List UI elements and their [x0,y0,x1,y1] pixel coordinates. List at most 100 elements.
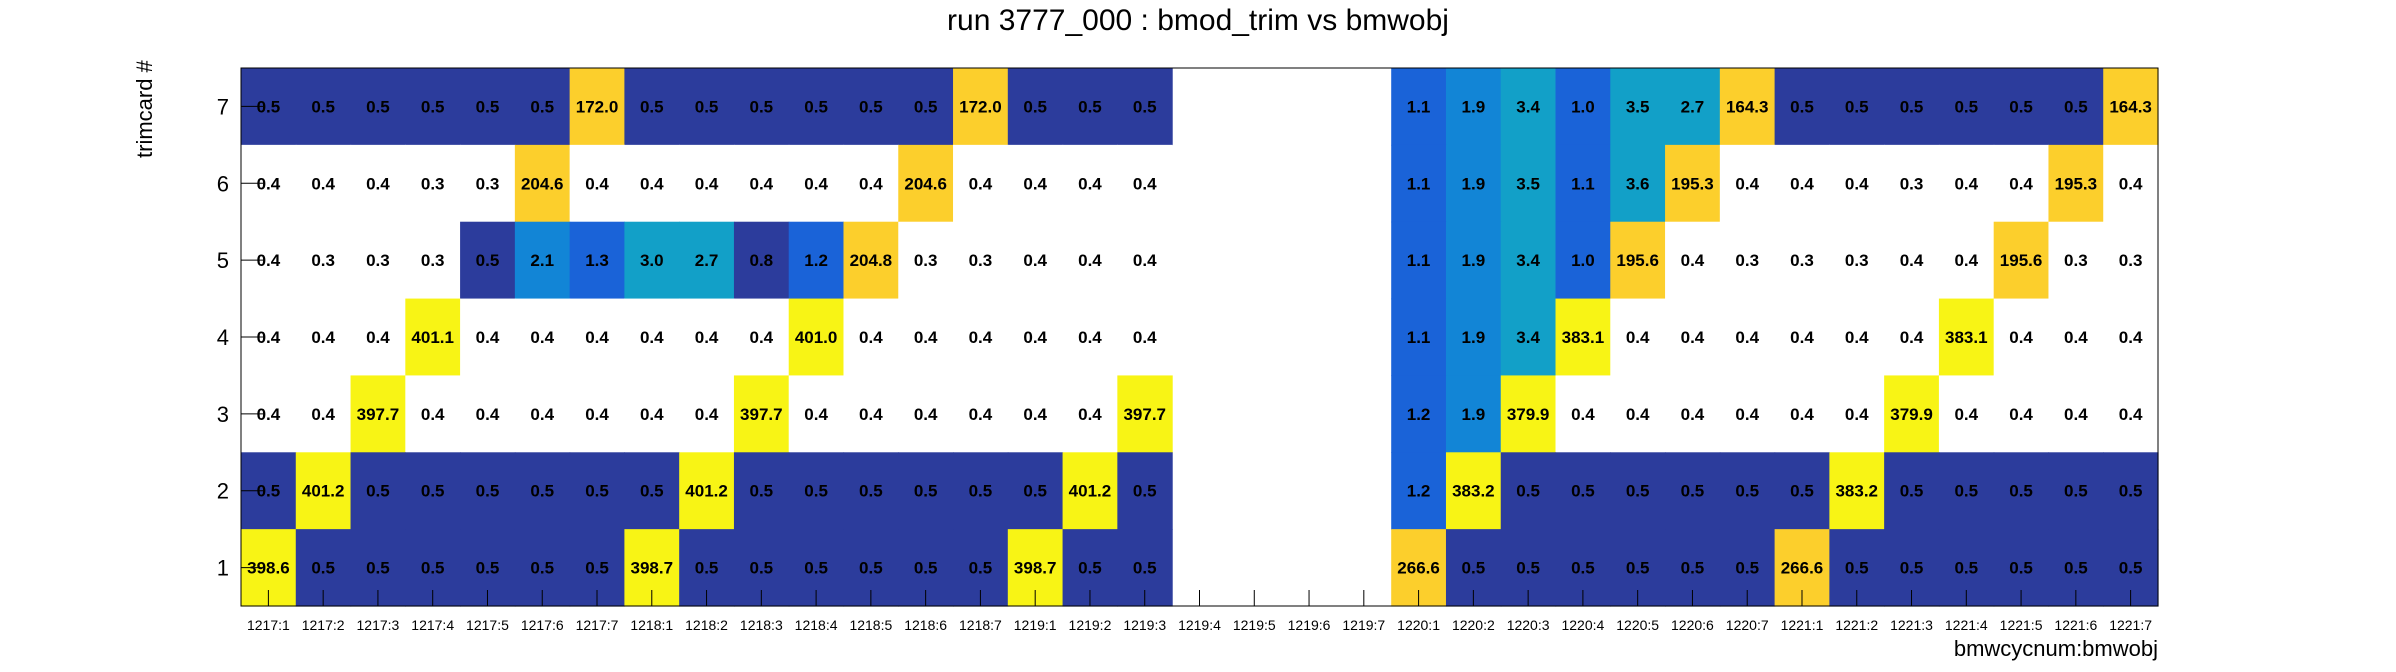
cell-value-label: 0.5 [2064,97,2088,116]
cell-value-label: 0.5 [366,559,390,578]
cell-value-label: 397.7 [1123,405,1166,424]
x-tick-label: 1217:7 [576,617,619,633]
cell-value-label: 204.6 [521,174,564,193]
x-tick-label: 1218:3 [740,617,783,633]
heatmap-cell [1719,68,1776,146]
heatmap-cell [1062,375,1118,453]
heatmap-cell [1445,452,1502,530]
y-tick-label: 2 [217,479,229,504]
heatmap-cell [624,221,680,300]
cell-value-label: 0.4 [640,405,664,424]
cell-value-label: 0.4 [257,174,281,193]
heatmap-cell [1007,298,1064,377]
heatmap-cell [350,68,406,146]
cell-value-label: 0.5 [1516,482,1540,501]
cell-value-label: 0.5 [1900,97,1924,116]
heatmap-cell [405,221,461,300]
x-tick-label: 1217:6 [521,617,564,633]
x-tick-label: 1218:7 [959,617,1002,633]
x-tick-label: 1221:2 [1835,617,1878,633]
heatmap-cell [679,68,735,146]
heatmap-cell [1117,375,1173,453]
heatmap-cell [405,452,461,530]
cell-value-label: 0.5 [750,559,774,578]
cell-value-label: 3.6 [1626,174,1650,193]
cell-value-label: 0.5 [1954,97,1978,116]
heatmap-cell [679,452,735,530]
cell-value-label: 204.6 [904,174,947,193]
heatmap-cell [460,68,516,146]
x-tick-label: 1220:2 [1452,617,1495,633]
y-tick-label: 4 [217,325,229,350]
cell-value-label: 0.4 [257,328,281,347]
cell-value-label: 0.5 [1133,97,1157,116]
cell-value-label: 0.3 [311,251,335,270]
y-tick-label: 6 [217,171,229,196]
heatmap-cell [1938,68,1995,146]
x-tick-label: 1219:6 [1288,617,1331,633]
cell-value-label: 0.5 [1735,482,1759,501]
heatmap-cell [953,68,1009,146]
heatmap-cell [1391,298,1447,377]
heatmap-cell [679,144,735,223]
cell-value-label: 0.5 [2119,559,2143,578]
cell-value-label: 0.4 [530,405,554,424]
cell-value-label: 383.1 [1562,328,1605,347]
cell-value-label: 0.5 [750,482,774,501]
cell-value-label: 0.4 [1023,405,1047,424]
cell-value-label: 1.9 [1462,174,1486,193]
heatmap-cell [569,298,625,377]
heatmap-cell [1938,144,1995,223]
cell-value-label: 401.2 [685,482,728,501]
cell-value-label: 0.5 [421,482,445,501]
cell-value-label: 0.4 [366,174,390,193]
heatmap-cell [624,144,680,223]
cell-value-label: 0.4 [969,328,993,347]
heatmap-cell [1829,298,1885,377]
heatmap-cell [1993,375,2050,453]
heatmap-cell [733,221,790,300]
cell-value-label: 0.5 [804,559,828,578]
heatmap-cell [1884,68,1940,146]
heatmap-cell [1774,298,1830,377]
cell-value-label: 0.5 [1516,559,1540,578]
heatmap-cell [514,68,571,146]
cell-value-label: 164.3 [2109,97,2152,116]
heatmap-cell [953,144,1009,223]
cell-value-label: 0.3 [421,174,445,193]
cell-value-label: 0.5 [257,482,281,501]
cell-value-label: 0.4 [1954,174,1978,193]
heatmap-cell [460,144,516,223]
heatmap-cell [953,221,1009,300]
cell-value-label: 0.4 [750,174,774,193]
heatmap-cell [953,298,1009,377]
cell-value-label: 0.4 [969,174,993,193]
x-tick-label: 1219:5 [1233,617,1276,633]
y-tick-label: 5 [217,248,229,273]
heatmap-cell [1555,452,1611,530]
heatmap-cell [1665,452,1721,530]
cell-value-label: 0.5 [530,97,554,116]
cell-value-label: 0.5 [750,97,774,116]
cell-value-label: 0.5 [1078,97,1102,116]
cell-value-label: 398.6 [247,559,290,578]
x-tick-label: 1218:5 [849,617,892,633]
heatmap-cell [460,375,516,453]
cell-value-label: 1.0 [1571,251,1595,270]
heatmap-cell [1993,221,2050,300]
cell-value-label: 383.2 [1452,482,1495,501]
heatmap-cell [1555,144,1611,223]
heatmap-cell [405,298,461,377]
cell-value-label: 0.5 [1790,97,1814,116]
ticks-layer: 1 2 3 4 5 6 7 1217:1 1217:2 1217:3 1217:4 1217:5 121… [217,94,2152,633]
cell-value-label: 379.9 [1507,405,1550,424]
cell-value-label: 204.8 [850,251,893,270]
heatmap-cell [898,375,954,453]
heatmap-cell [843,221,899,300]
cell-value-label: 0.5 [2009,559,2033,578]
cell-value-label: 0.5 [1571,482,1595,501]
cell-value-label: 0.4 [1133,328,1157,347]
heatmap-cell [514,144,571,223]
cell-value-label: 0.5 [2119,482,2143,501]
cell-value-label: 0.4 [1023,328,1047,347]
